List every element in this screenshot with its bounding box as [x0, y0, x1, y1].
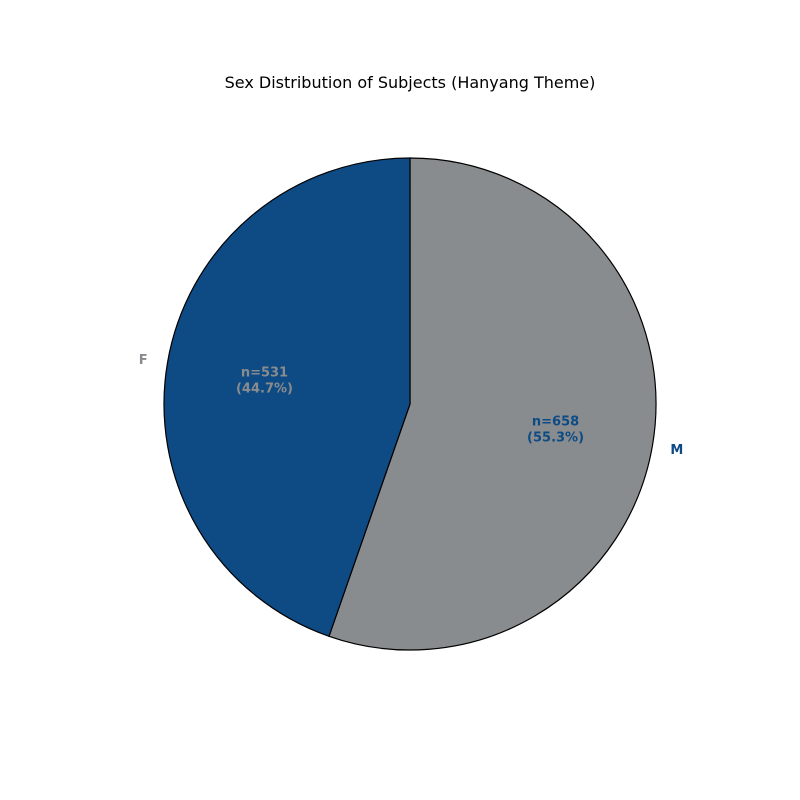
pie-slice-f	[163, 157, 411, 638]
slice-count-f: n=531	[241, 365, 288, 380]
pie-slice-m	[328, 157, 657, 651]
slice-count-m: n=658	[532, 415, 579, 430]
pie-labels: Mn=658(55.3%) Fn=531(44.7%)	[139, 353, 684, 458]
slice-percent-f: (44.7%)	[236, 381, 293, 396]
slice-percent-m: (55.3%)	[527, 431, 584, 446]
slice-label-f: F	[139, 353, 148, 368]
chart-title: Sex Distribution of Subjects (Hanyang Th…	[225, 73, 596, 92]
slice-label-m: M	[670, 443, 683, 458]
pie-slices	[163, 157, 657, 651]
